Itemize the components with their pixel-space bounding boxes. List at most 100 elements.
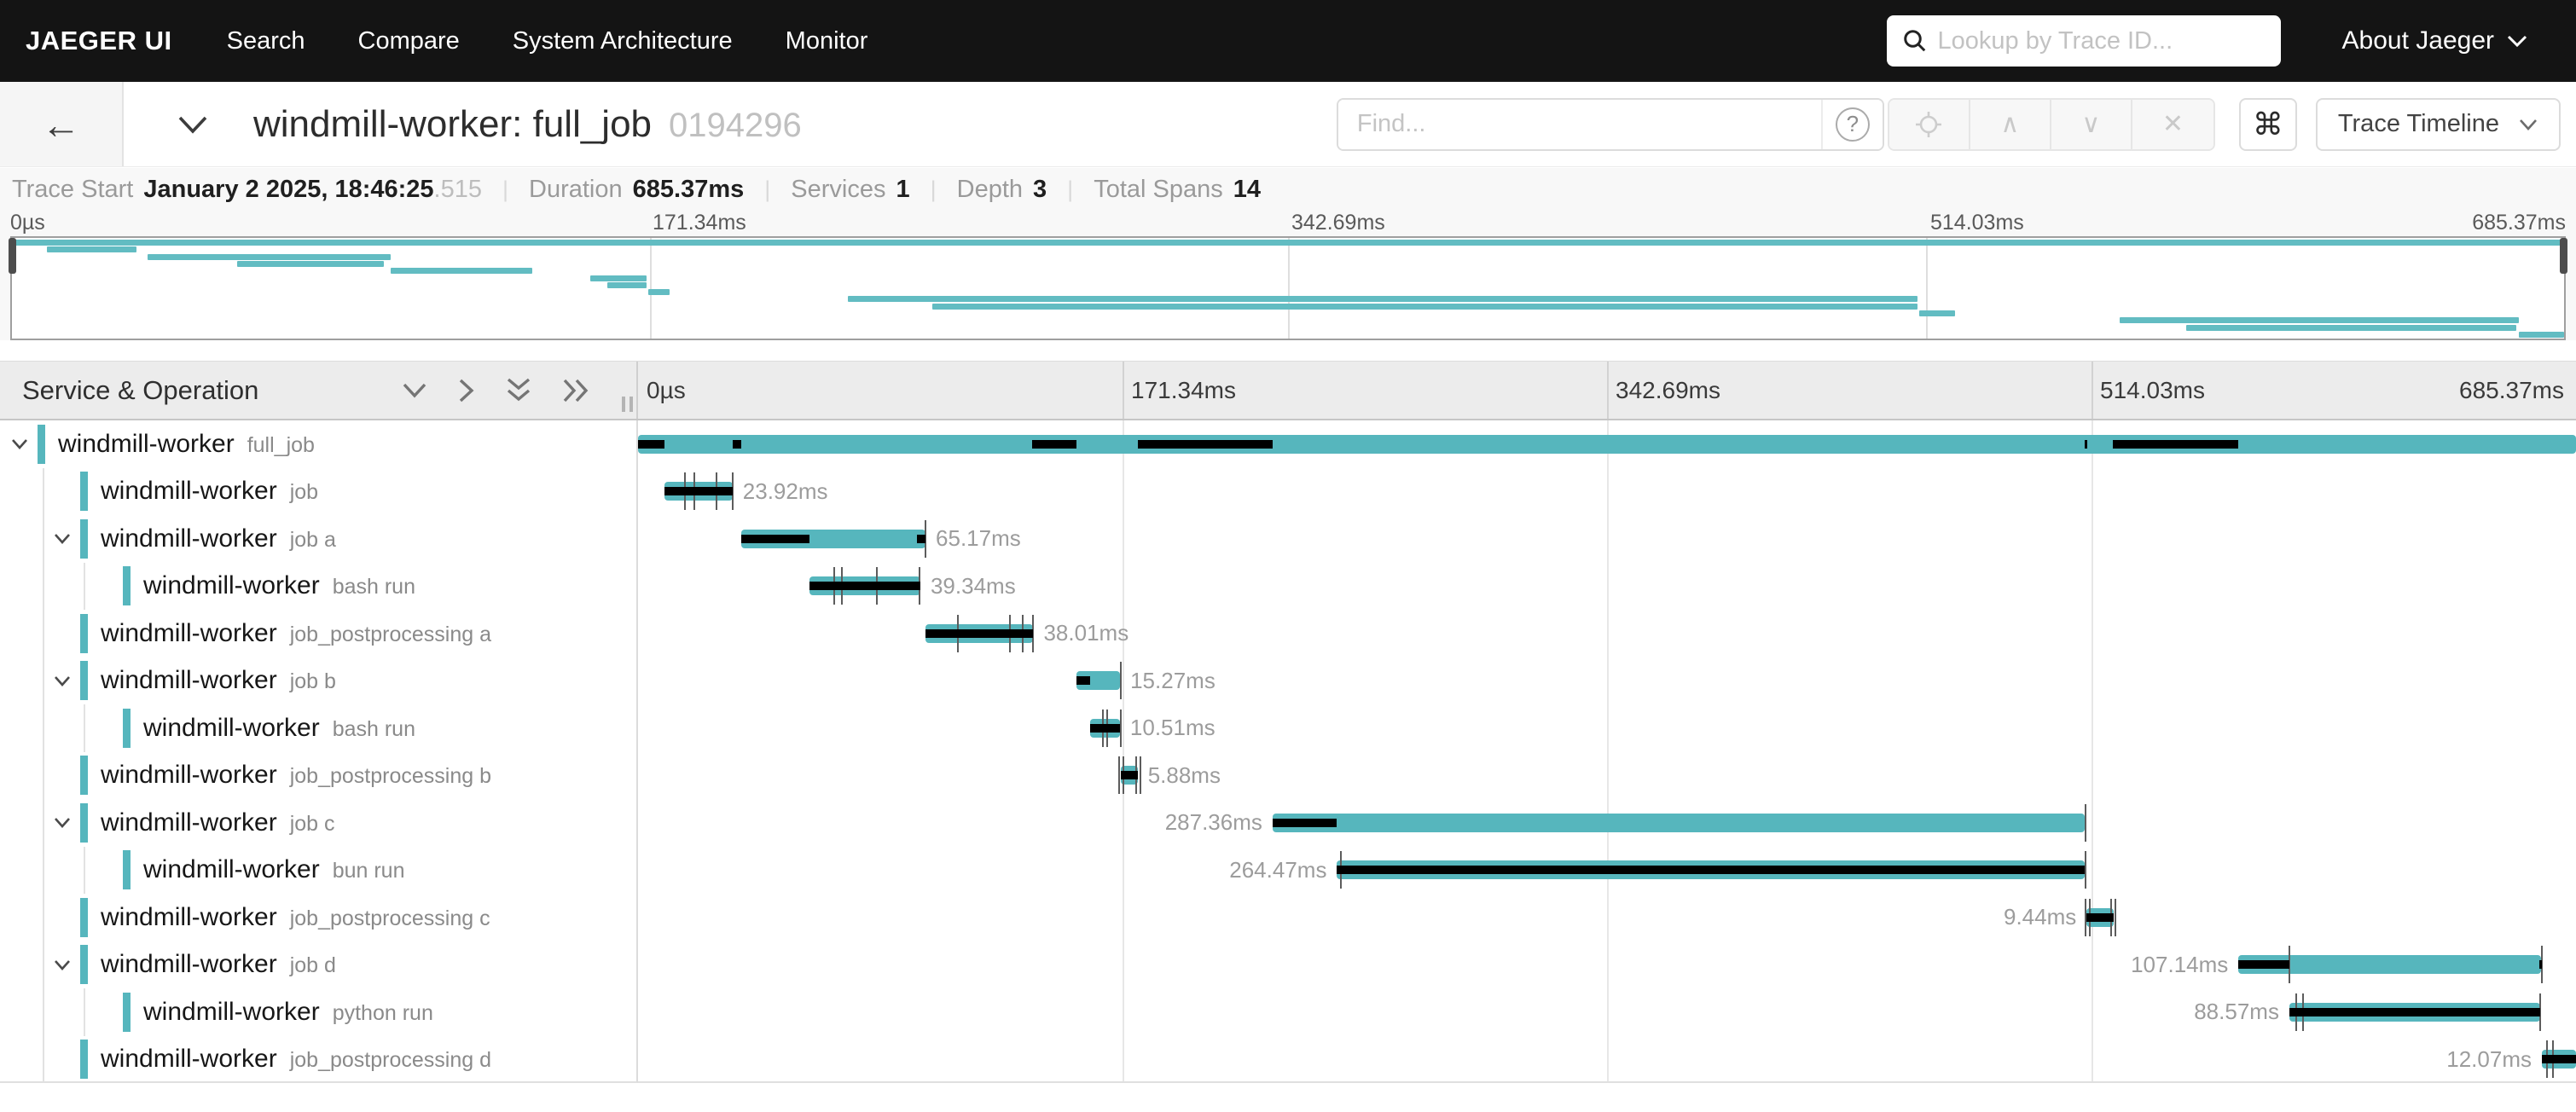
span-log-tick [2085, 804, 2086, 842]
nav-link-search[interactable]: Search [227, 27, 305, 55]
app-logo[interactable]: JAEGER UI [26, 26, 172, 56]
back-button[interactable]: ← [0, 82, 124, 166]
column-resizer[interactable] [622, 397, 633, 412]
minimap-left-drag-handle[interactable] [9, 238, 16, 274]
span-name-row[interactable]: windmill-workerjob d [0, 941, 636, 989]
span-name-row[interactable]: windmill-workerbash run [0, 563, 636, 611]
axis-gridline [1123, 362, 1124, 419]
nav-link-monitor[interactable]: Monitor [786, 27, 868, 55]
trace-summary-bar: Trace StartJanuary 2 2025, 18:46:25.515|… [0, 168, 2576, 211]
service-operation-header: Service & Operation [0, 362, 638, 419]
span-name-text: windmill-workerjob [101, 477, 318, 506]
expand-one-button[interactable] [457, 377, 476, 404]
span-collapse-chevron[interactable] [10, 437, 29, 450]
find-clear-button[interactable]: ✕ [2132, 100, 2213, 149]
span-collapse-chevron[interactable] [53, 816, 72, 829]
find-next-button[interactable]: ∨ [2051, 100, 2132, 149]
critical-path-segment [638, 440, 664, 449]
about-jaeger-menu[interactable]: About Jaeger [2342, 26, 2528, 55]
collapse-all-button[interactable] [505, 376, 532, 405]
chevron-down-icon [53, 959, 72, 971]
span-service-name: windmill-worker [101, 666, 277, 695]
trace-view-select[interactable]: Trace Timeline [2316, 98, 2561, 151]
minimap-span-bar [47, 246, 136, 252]
find-help-button[interactable]: ? [1821, 100, 1883, 149]
span-bar[interactable] [638, 435, 2576, 454]
minimap-span-bar [148, 254, 391, 260]
minimap-gridline [1288, 238, 1290, 339]
span-color-indicator [80, 803, 88, 843]
minimap-right-drag-handle[interactable] [2560, 238, 2567, 274]
span-color-indicator [123, 566, 131, 605]
minimap-span-bar [2519, 332, 2564, 338]
span-name-row[interactable]: windmill-workerjob_postprocessing b [0, 752, 636, 800]
service-operation-title: Service & Operation [22, 375, 258, 406]
span-name-row[interactable]: windmill-workerjob_postprocessing d [0, 1036, 636, 1084]
nav-link-system-architecture[interactable]: System Architecture [513, 27, 733, 55]
find-group: ? [1337, 98, 1884, 151]
tree-controls [401, 376, 592, 405]
span-name-text: windmill-workerjob_postprocessing b [101, 761, 491, 790]
summary-separator: | [931, 177, 937, 203]
span-operation-name: python run [333, 1001, 433, 1026]
span-name-row[interactable]: windmill-workerjob c [0, 799, 636, 847]
span-collapse-chevron[interactable] [53, 959, 72, 971]
minimap-tick-label: 342.69ms [1291, 211, 1385, 235]
minimap-span-bar [2186, 325, 2516, 331]
trace-header-controls: ? ∧ ∨ ✕ ⌘ Trace Time [1337, 98, 2561, 151]
minimap-span-bar [932, 304, 1917, 310]
span-color-indicator [80, 614, 88, 653]
span-collapse-chevron[interactable] [53, 532, 72, 545]
trace-id-search[interactable] [1887, 15, 2281, 67]
trace-id-search-input[interactable] [1938, 27, 2266, 55]
span-name-text: windmill-workerjob c [101, 808, 335, 837]
expand-all-button[interactable] [561, 377, 592, 404]
critical-path-segment [1273, 819, 1337, 827]
span-name-text: windmill-workerjob_postprocessing c [101, 903, 490, 932]
span-name-row[interactable]: windmill-workerbun run [0, 847, 636, 895]
span-duration-label: 88.57ms [2194, 988, 2279, 1036]
about-jaeger-label: About Jaeger [2342, 26, 2494, 55]
span-name-row[interactable]: windmill-workerfull_job [0, 420, 636, 468]
span-name-row[interactable]: windmill-workerjob_postprocessing c [0, 894, 636, 941]
find-input[interactable] [1338, 100, 1821, 149]
span-name-row[interactable]: windmill-workerjob b [0, 657, 636, 705]
span-operation-name: job c [290, 812, 335, 837]
axis-gridline [1607, 362, 1609, 419]
span-name-row[interactable]: windmill-workerbash run [0, 704, 636, 752]
span-name-row[interactable]: windmill-workerjob_postprocessing a [0, 610, 636, 657]
axis-gridline [2092, 362, 2093, 419]
critical-path-segment [809, 582, 920, 590]
span-name-text: windmill-workerbash run [143, 714, 415, 743]
minimap-span-bar [12, 240, 2564, 246]
span-duration-label: 264.47ms [1229, 847, 1326, 895]
minimap-tick-label: 171.34ms [653, 211, 746, 235]
span-name-row[interactable]: windmill-workerjob a [0, 515, 636, 563]
focus-span-button[interactable] [1889, 100, 1970, 149]
summary-value-suffix: .515 [434, 176, 482, 203]
critical-path-segment [2539, 960, 2542, 969]
span-collapse-chevron[interactable] [53, 675, 72, 687]
back-arrow-icon: ← [42, 105, 81, 144]
keyboard-shortcuts-button[interactable]: ⌘ [2239, 98, 2297, 151]
span-name-row[interactable]: windmill-workerpython run [0, 988, 636, 1036]
critical-path-segment [2289, 1008, 2540, 1016]
span-service-name: windmill-worker [143, 571, 320, 600]
span-bar[interactable] [1273, 814, 2086, 832]
nav-link-compare[interactable]: Compare [358, 27, 460, 55]
timeline-gridline [1123, 420, 1124, 1081]
span-color-indicator [80, 1040, 88, 1079]
critical-path-segment [741, 535, 809, 543]
chevron-down-icon [53, 816, 72, 829]
minimap-span-bar [590, 275, 647, 281]
minimap-canvas[interactable] [10, 236, 2566, 340]
trace-collapse-toggle[interactable] [177, 114, 209, 135]
collapse-one-button[interactable] [401, 381, 428, 400]
critical-path-segment [1090, 724, 1120, 733]
span-name-row[interactable]: windmill-workerjob [0, 468, 636, 516]
span-color-indicator [80, 661, 88, 700]
summary-label: Depth [957, 176, 1023, 204]
find-prev-button[interactable]: ∧ [1970, 100, 2051, 149]
minimap-span-bar [2120, 317, 2519, 323]
span-operation-name: job [290, 480, 318, 505]
